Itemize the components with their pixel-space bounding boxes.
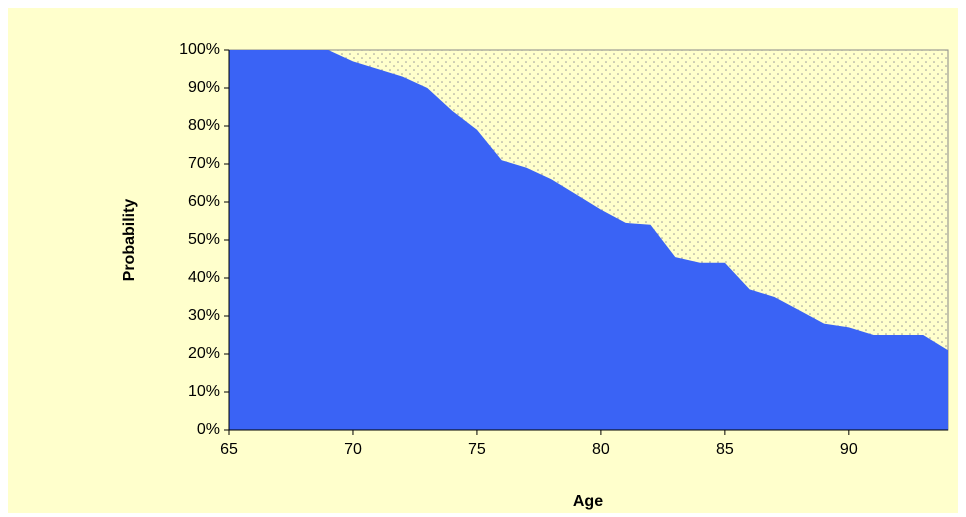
area <box>229 50 948 430</box>
x-tick-label: 65 <box>220 441 238 458</box>
x-tick-label: 85 <box>716 441 734 458</box>
x-axis-label: Age <box>573 493 603 510</box>
x-tick-label: 90 <box>840 441 858 458</box>
y-tick-label: 60% <box>188 193 220 210</box>
y-tick-label: 50% <box>188 231 220 248</box>
y-tick-label: 90% <box>188 79 220 96</box>
x-tick-label: 80 <box>592 441 610 458</box>
x-tick-label: 70 <box>344 441 362 458</box>
y-tick-label: 30% <box>188 307 220 324</box>
y-tick-label: 40% <box>188 269 220 286</box>
y-tick-label: 100% <box>179 41 220 58</box>
y-tick-label: 10% <box>188 383 220 400</box>
x-tick-label: 75 <box>468 441 486 458</box>
y-tick-label: 70% <box>188 155 220 172</box>
y-tick-label: 80% <box>188 117 220 134</box>
y-tick-label: 20% <box>188 345 220 362</box>
y-tick-label: 0% <box>197 421 220 438</box>
y-axis-label: Probability <box>121 199 138 282</box>
